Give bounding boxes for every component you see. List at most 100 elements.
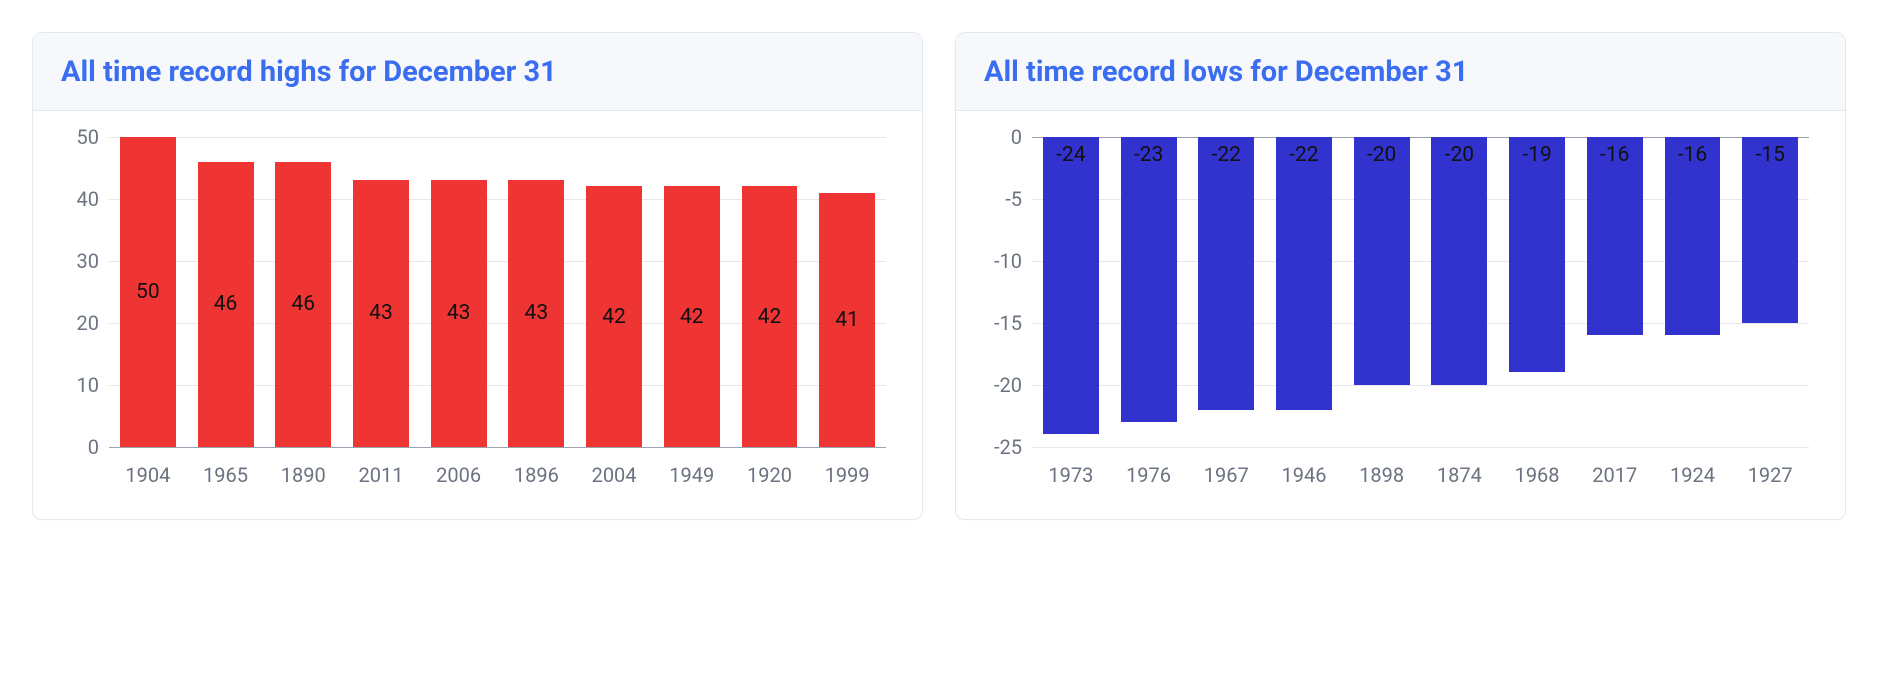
bar: -24 <box>1043 137 1099 435</box>
x-tick-label: 1999 <box>808 447 886 497</box>
bars-row: 50 46 46 43 43 43 42 42 42 41 <box>109 137 886 447</box>
bar-value-label: 46 <box>214 292 238 316</box>
bars-row: -24 -23 -22 -22 -20 -20 -19 -16 -16 -15 <box>1032 137 1809 447</box>
bar-slot: 43 <box>498 137 576 447</box>
bar: 43 <box>508 180 564 447</box>
bar: 42 <box>742 186 798 446</box>
bar: -20 <box>1431 137 1487 385</box>
bar-value-label: 41 <box>835 308 859 332</box>
bar: -22 <box>1276 137 1332 410</box>
bar-value-label: 42 <box>602 305 626 329</box>
bar: -19 <box>1509 137 1565 373</box>
x-tick-label: 1968 <box>1498 447 1576 497</box>
x-tick-label: 1949 <box>653 447 731 497</box>
bar-slot: 46 <box>187 137 265 447</box>
bar-slot: 43 <box>420 137 498 447</box>
bar-slot: 42 <box>575 137 653 447</box>
card-header-lows: All time record lows for December 31 <box>956 33 1845 111</box>
card-title-highs: All time record highs for December 31 <box>61 55 894 90</box>
bar-value-label: 50 <box>136 280 160 304</box>
dashboard-wrap: All time record highs for December 31 50… <box>0 0 1878 552</box>
bar-value-label: -22 <box>1289 143 1318 167</box>
bar-value-label: -16 <box>1678 143 1707 167</box>
plot-area: 50464643434342424241 01020304050 <box>109 137 886 447</box>
y-tick-label: 10 <box>77 373 99 397</box>
y-tick-label: 20 <box>77 311 99 335</box>
y-tick-label: -5 <box>1005 187 1022 211</box>
card-header-highs: All time record highs for December 31 <box>33 33 922 111</box>
y-tick-label: -10 <box>994 249 1022 273</box>
x-tick-label: 1973 <box>1032 447 1110 497</box>
x-axis: 1973197619671946189818741968201719241927 <box>1032 447 1809 497</box>
y-tick-label: 50 <box>77 125 99 149</box>
x-tick-label: 1904 <box>109 447 187 497</box>
x-tick-label: 1874 <box>1421 447 1499 497</box>
y-tick-label: 40 <box>77 187 99 211</box>
x-tick-label: 2004 <box>575 447 653 497</box>
bar-slot: -15 <box>1731 137 1809 447</box>
bar: 41 <box>819 193 875 447</box>
bar: -16 <box>1587 137 1643 335</box>
bar-slot: -20 <box>1343 137 1421 447</box>
bar-value-label: 43 <box>369 301 393 325</box>
bar-slot: -22 <box>1187 137 1265 447</box>
bar-slot: -19 <box>1498 137 1576 447</box>
y-tick-label: -25 <box>994 435 1022 459</box>
x-tick-label: 1946 <box>1265 447 1343 497</box>
bar-value-label: 42 <box>680 305 704 329</box>
bar: -20 <box>1354 137 1410 385</box>
bar-slot: -16 <box>1576 137 1654 447</box>
x-tick-label: 1965 <box>187 447 265 497</box>
bar-value-label: 43 <box>525 301 549 325</box>
x-tick-label: 2006 <box>420 447 498 497</box>
bar: 43 <box>353 180 409 447</box>
bar-slot: 42 <box>653 137 731 447</box>
bar: -15 <box>1742 137 1798 323</box>
bar-value-label: -19 <box>1522 143 1551 167</box>
bar: 46 <box>275 162 331 447</box>
card-title-lows: All time record lows for December 31 <box>984 55 1817 90</box>
y-tick-label: 30 <box>77 249 99 273</box>
bar-value-label: 46 <box>291 292 315 316</box>
x-tick-label: 1927 <box>1731 447 1809 497</box>
card-record-highs: All time record highs for December 31 50… <box>32 32 923 520</box>
plot-area: -24-23-22-22-20-20-19-16-16-15 -25-20-15… <box>1032 137 1809 447</box>
bar-slot: -23 <box>1110 137 1188 447</box>
bar: 42 <box>664 186 720 446</box>
bar: -23 <box>1121 137 1177 422</box>
bar-value-label: 42 <box>758 305 782 329</box>
bar-slot: 42 <box>731 137 809 447</box>
card-record-lows: All time record lows for December 31 -24… <box>955 32 1846 520</box>
chart-highs: 50 46 46 43 43 43 42 42 42 41 0 10 20 30 40 50 1904196… <box>61 137 894 497</box>
bar-slot: -24 <box>1032 137 1110 447</box>
chart-lows: -24 -23 -22 -22 -20 -20 -19 -16 -16 -15 -25 -20 -15… <box>984 137 1817 497</box>
bar-slot: -16 <box>1654 137 1732 447</box>
x-tick-label: 2017 <box>1576 447 1654 497</box>
bars-layer: -24 -23 -22 -22 -20 -20 -19 -16 -16 -15 <box>1032 137 1809 447</box>
bar-value-label: -15 <box>1755 143 1784 167</box>
y-tick-label: 0 <box>88 435 99 459</box>
x-tick-label: 1924 <box>1654 447 1732 497</box>
bar-slot: 43 <box>342 137 420 447</box>
bar: 43 <box>431 180 487 447</box>
y-tick-label: -15 <box>994 311 1022 335</box>
bar: -16 <box>1665 137 1721 335</box>
bar-value-label: -22 <box>1212 143 1241 167</box>
x-tick-label: 1896 <box>498 447 576 497</box>
bar-slot: -20 <box>1421 137 1499 447</box>
bar-value-label: -23 <box>1134 143 1163 167</box>
bar-slot: 50 <box>109 137 187 447</box>
bars-layer: 50 46 46 43 43 43 42 42 42 41 <box>109 137 886 447</box>
x-tick-label: 1967 <box>1187 447 1265 497</box>
bar-value-label: -16 <box>1600 143 1629 167</box>
x-tick-label: 1890 <box>264 447 342 497</box>
card-body-lows: -24 -23 -22 -22 -20 -20 -19 -16 -16 -15 -25 -20 -15… <box>956 111 1845 519</box>
bar-value-label: -20 <box>1367 143 1396 167</box>
bar-slot: 41 <box>808 137 886 447</box>
bar: 42 <box>586 186 642 446</box>
bar-value-label: -20 <box>1445 143 1474 167</box>
x-tick-label: 1920 <box>731 447 809 497</box>
y-tick-label: -20 <box>994 373 1022 397</box>
bar-value-label: 43 <box>447 301 471 325</box>
x-tick-label: 1976 <box>1110 447 1188 497</box>
